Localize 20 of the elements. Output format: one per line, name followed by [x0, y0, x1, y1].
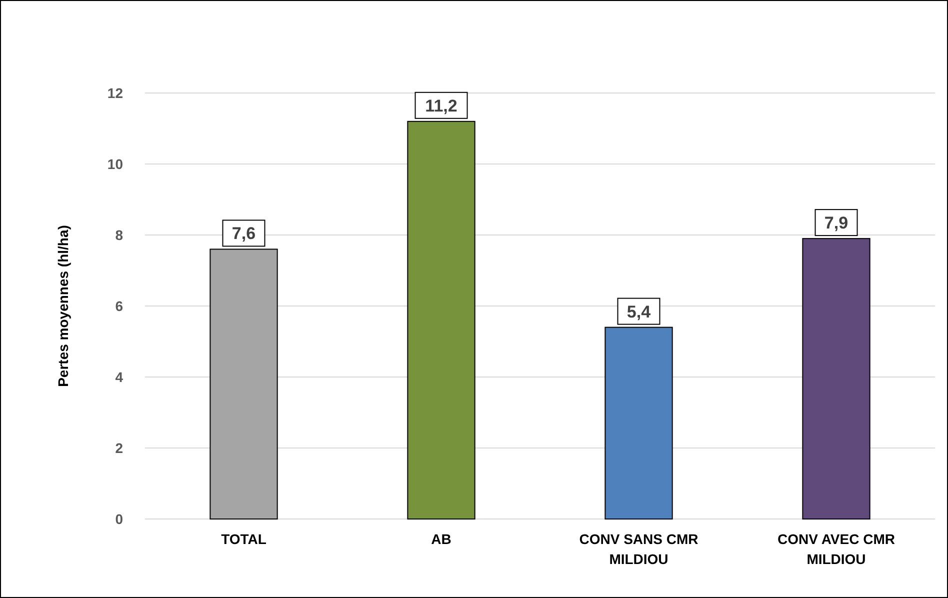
y-tick-label: 12 [107, 84, 124, 101]
bar [407, 120, 476, 520]
y-tick-label: 10 [107, 156, 124, 172]
y-tick-label: 6 [115, 298, 124, 314]
x-tick-label: AB [431, 531, 452, 547]
y-tick-label: 8 [115, 226, 124, 243]
data-label: 11,2 [425, 96, 458, 116]
x-tick-label: TOTAL [221, 531, 267, 547]
y-tick-label: 0 [115, 510, 124, 527]
x-tick-label: CONV SANS CMR MILDIOU [579, 531, 698, 567]
data-label: 7,6 [232, 224, 256, 244]
bar [802, 238, 870, 520]
y-tick-label: 4 [115, 368, 124, 385]
data-label: 5,4 [626, 302, 652, 322]
y-tick-label: 2 [115, 440, 124, 456]
bar [604, 326, 673, 520]
x-tick-label: CONV AVEC CMR MILDIOU [778, 531, 895, 567]
data-label: 7,9 [824, 214, 848, 232]
bar [210, 248, 278, 520]
y-axis-title: Pertes moyennes (hl/ha) [55, 225, 71, 387]
